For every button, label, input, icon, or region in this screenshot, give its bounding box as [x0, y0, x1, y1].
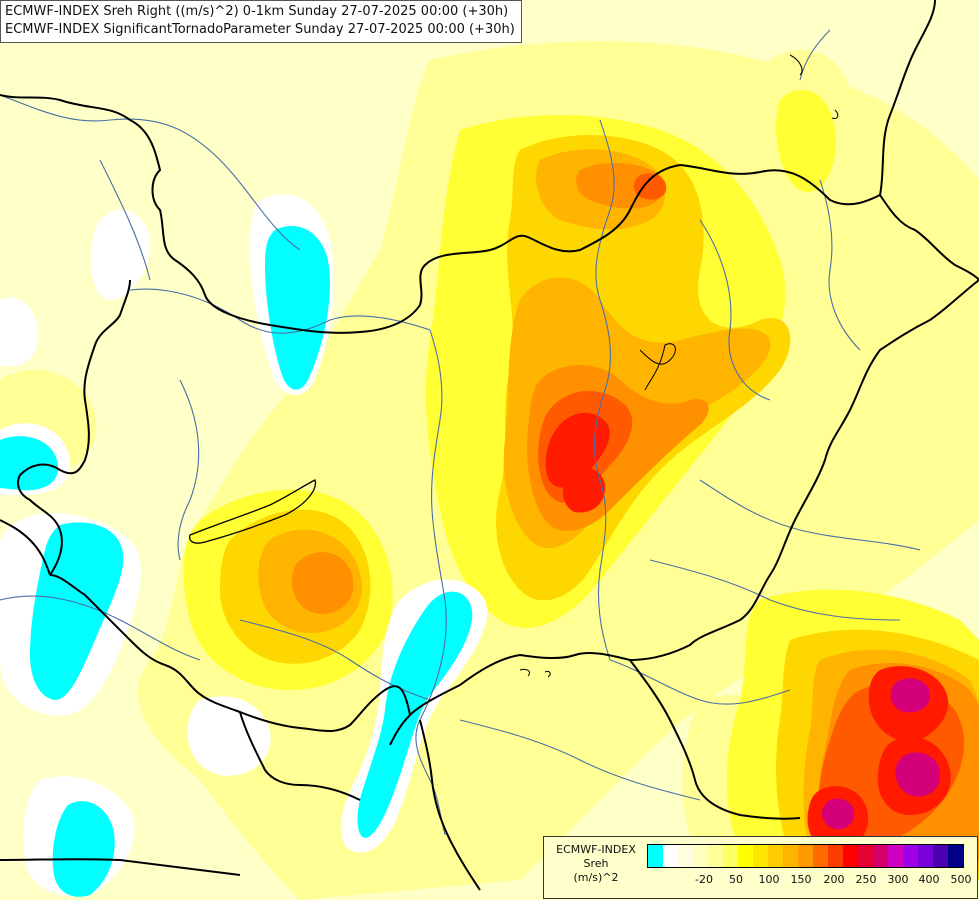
legend-swatch — [723, 845, 738, 867]
legend-swatch — [813, 845, 828, 867]
legend-swatch — [873, 845, 888, 867]
legend-tick-label: 250 — [855, 873, 877, 886]
legend-tick-label: -20 — [695, 873, 713, 886]
legend-swatch — [753, 845, 768, 867]
legend-tick-label: 500 — [950, 873, 972, 886]
legend-tick-label: 50 — [729, 873, 743, 886]
legend-tick-label: 400 — [918, 873, 940, 886]
field-magenta — [822, 678, 940, 830]
legend-swatch — [648, 845, 663, 867]
legend-swatch — [828, 845, 843, 867]
header-line-stp: ECMWF-INDEX SignificantTornadoParameter … — [5, 22, 515, 37]
legend-swatch — [858, 845, 873, 867]
header-line-sreh: ECMWF-INDEX Sreh Right ((m/s)^2) 0-1km S… — [5, 4, 509, 19]
legend-swatch — [948, 845, 963, 867]
legend-title-line-3: (m/s)^2 — [573, 871, 619, 884]
legend-swatch — [663, 845, 678, 867]
legend-swatch — [843, 845, 858, 867]
rivers — [0, 29, 921, 836]
legend-swatch — [933, 845, 948, 867]
legend-tick-label: 300 — [887, 873, 909, 886]
legend-swatch — [693, 845, 708, 867]
legend-swatch — [768, 845, 783, 867]
legend-tick-label: 100 — [758, 873, 780, 886]
legend-swatches — [647, 844, 964, 868]
map-header: ECMWF-INDEX Sreh Right ((m/s)^2) 0-1km S… — [0, 0, 522, 43]
legend-swatch — [888, 845, 903, 867]
legend-swatch — [798, 845, 813, 867]
legend-swatch — [783, 845, 798, 867]
legend-tick-label: 200 — [823, 873, 845, 886]
legend-tick-label: 150 — [790, 873, 812, 886]
lake-balaton — [189, 479, 317, 544]
color-legend: ECMWF-INDEX Sreh (m/s)^2 -20 50 100 150 200 2… — [543, 836, 978, 899]
legend-title-line-1: ECMWF-INDEX — [556, 843, 636, 856]
legend-swatch — [903, 845, 918, 867]
legend-swatch — [918, 845, 933, 867]
legend-swatch — [678, 845, 693, 867]
legend-swatch — [708, 845, 723, 867]
admin-boundaries — [519, 54, 839, 678]
legend-title-line-2: Sreh — [583, 857, 609, 870]
legend-swatch — [738, 845, 753, 867]
legend-ticks: -2050100150200250300400500700 — [644, 873, 974, 889]
legend-title: ECMWF-INDEX Sreh (m/s)^2 — [546, 843, 646, 885]
